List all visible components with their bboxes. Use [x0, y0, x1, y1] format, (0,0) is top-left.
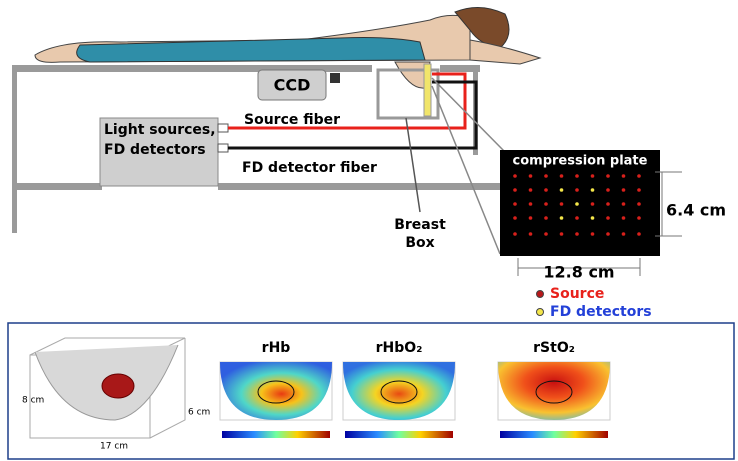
breast-box-label: Box [405, 235, 434, 251]
map-title: rStO₂ [533, 340, 575, 356]
pointer [406, 118, 420, 212]
compression-plate-side [424, 64, 431, 116]
detector-dot [560, 188, 564, 192]
legend-label: FD detectors [550, 304, 652, 320]
dimension-label: 8 cm [22, 396, 44, 406]
legend-marker [537, 309, 544, 316]
breast-box-label: Breast [394, 217, 446, 233]
source-dot [513, 202, 517, 206]
source-dot [513, 216, 517, 220]
map-title: rHbO₂ [376, 340, 423, 356]
dimension-label: 6 cm [188, 408, 210, 418]
source-dot [560, 232, 564, 236]
source-dot [622, 174, 626, 178]
detector-dot [575, 202, 579, 206]
source-dot [529, 188, 533, 192]
source-dot [529, 202, 533, 206]
dimension-label: 17 cm [100, 442, 128, 452]
source-dot [606, 232, 610, 236]
source-dot [622, 232, 626, 236]
source-dot [606, 188, 610, 192]
source-dot [606, 174, 610, 178]
connector [218, 124, 228, 132]
legend-marker [537, 291, 544, 298]
source-dot [591, 174, 595, 178]
ccd-lens [330, 73, 340, 83]
source-dot [513, 188, 517, 192]
detector-fiber-label: FD detector fiber [242, 160, 377, 176]
source-dot [544, 202, 548, 206]
source-dot [606, 202, 610, 206]
connector [218, 144, 228, 152]
source-dot [544, 174, 548, 178]
detector-dot [591, 188, 595, 192]
source-dot [529, 216, 533, 220]
source-dot [513, 232, 517, 236]
source-dot [591, 232, 595, 236]
source-dot [637, 174, 641, 178]
source-dot [575, 174, 579, 178]
colorbar [222, 431, 330, 438]
source-dot [575, 216, 579, 220]
source-dot [637, 232, 641, 236]
source-dot [575, 188, 579, 192]
source-dot [606, 216, 610, 220]
map-title: rHb [262, 340, 291, 356]
diagram: CCD Light sources, FD detectors Source f… [0, 0, 738, 461]
light-sources-label: FD detectors [104, 142, 206, 158]
compression-plate-label: compression plate [513, 154, 648, 169]
source-dot [575, 232, 579, 236]
source-dot [544, 216, 548, 220]
source-dot [637, 202, 641, 206]
legend-label: Source [550, 286, 604, 302]
source-dot [637, 188, 641, 192]
source-dot [544, 232, 548, 236]
source-dot [513, 174, 517, 178]
plate-height-label: 6.4 cm [666, 201, 726, 220]
source-dot [622, 188, 626, 192]
ccd-label: CCD [274, 76, 311, 95]
colorbar [345, 431, 453, 438]
source-dot [529, 232, 533, 236]
source-dot [529, 174, 533, 178]
source-fiber-label: Source fiber [244, 112, 340, 128]
source-dot [637, 216, 641, 220]
detector-dot [591, 216, 595, 220]
source-dot [622, 216, 626, 220]
detector-dot [560, 216, 564, 220]
source-dot [544, 188, 548, 192]
source-dot [560, 174, 564, 178]
source-dot [591, 202, 595, 206]
source-dot [622, 202, 626, 206]
source-dot [560, 202, 564, 206]
plate-width-label: 12.8 cm [543, 263, 614, 282]
colorbar [500, 431, 608, 438]
light-sources-label: Light sources, [104, 122, 216, 138]
